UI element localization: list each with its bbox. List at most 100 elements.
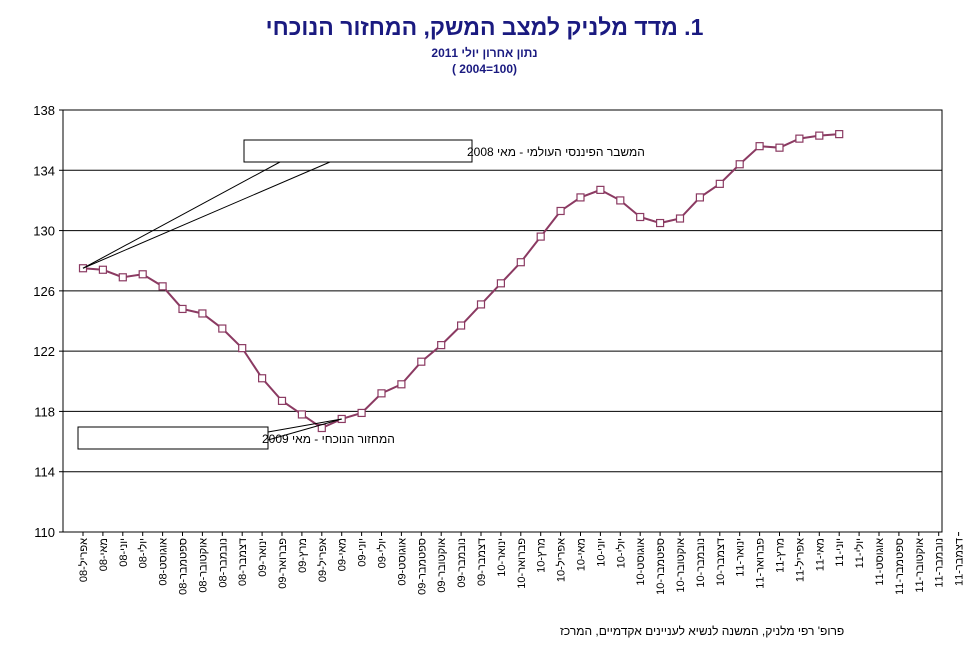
- x-tick-label: אפריל-09: [316, 538, 329, 582]
- data-point: [496, 279, 505, 288]
- y-tick-label: 130: [33, 224, 55, 239]
- chart-footer-credit: פרופ' רפי מלניק, המשנה לנשיא לעניינים אק…: [560, 624, 845, 638]
- x-tick-label: דצמבר-10: [715, 538, 727, 586]
- data-point: [457, 321, 466, 330]
- series-line: [82, 133, 840, 430]
- callout-leader: [82, 161, 331, 269]
- plot-area: [62, 109, 943, 533]
- x-tick-label: נובמבר-08: [217, 538, 229, 588]
- x-tick-label: ספטמבר-08: [178, 538, 190, 595]
- x-tick-label: אפריל-11: [793, 538, 806, 582]
- x-tick-label: ינואר-10: [496, 538, 508, 577]
- x-tick-label: ינואר-09: [257, 538, 269, 577]
- callout-box-financial-crisis: [243, 139, 473, 163]
- x-tick-label: אוגוסט-11: [874, 538, 886, 586]
- data-point: [357, 408, 366, 418]
- x-tick-label: יולי-09: [376, 538, 389, 568]
- data-point: [655, 218, 665, 228]
- x-tick-label: אוקטובר-11: [914, 538, 926, 593]
- data-point: [178, 304, 187, 314]
- x-tick-label: יולי-08: [137, 538, 150, 568]
- x-tick-label: מרץ-10: [536, 538, 548, 573]
- data-point: [118, 273, 127, 282]
- x-tick-label: יולי-10: [614, 538, 627, 568]
- x-tick-label: פברואר-11: [755, 538, 767, 589]
- data-point: [576, 193, 585, 202]
- x-tick-label: נובמבר-11: [934, 538, 946, 588]
- data-point: [476, 300, 486, 309]
- data-point: [297, 410, 306, 419]
- callout-label-current-cycle: המחזור הנוכחי - מאי 2009: [262, 432, 395, 446]
- data-point: [815, 131, 824, 140]
- data-point: [397, 380, 406, 389]
- y-tick-label: 110: [34, 525, 55, 540]
- data-point: [695, 193, 705, 202]
- callout-leader: [267, 418, 342, 441]
- callout-leader: [82, 161, 281, 269]
- x-tick-label: פברואר-09: [277, 538, 289, 589]
- x-tick-label: ספטמבר-11: [894, 538, 906, 595]
- y-tick-label: 138: [33, 103, 55, 118]
- x-tick-label: אפריל-10: [555, 538, 568, 582]
- data-point: [138, 270, 147, 279]
- x-tick-label: אוגוסט-09: [396, 538, 408, 586]
- x-tick-label: ספטמבר-09: [416, 538, 428, 595]
- y-tick-label: 114: [34, 465, 55, 480]
- data-point: [536, 232, 545, 241]
- x-tick-label: מרץ-11: [775, 538, 787, 573]
- x-tick-label: מאי-11: [814, 538, 826, 571]
- data-point: [417, 357, 426, 366]
- x-tick-label: אוקטובר-10: [675, 538, 687, 593]
- x-tick-label: אפריל-08: [77, 538, 90, 582]
- x-tick-label: אוגוסט-08: [158, 538, 170, 586]
- data-point: [258, 374, 267, 383]
- data-point: [158, 282, 167, 291]
- x-tick-label: יוני-09: [357, 538, 369, 567]
- x-tick-label: מאי-10: [576, 538, 588, 571]
- data-point: [795, 134, 804, 143]
- callout-label-financial-crisis: המשבר הפיננסי העולמי - מאי 2008: [467, 145, 645, 159]
- data-point: [437, 341, 446, 350]
- x-tick-label: דצמבר-08: [237, 538, 249, 586]
- callout-leader: [267, 418, 342, 433]
- x-tick-label: נובמבר-10: [695, 538, 707, 588]
- data-point: [775, 143, 784, 152]
- y-tick-label: 118: [34, 404, 55, 419]
- chart-title: 1. מדד מלניק למצב המשק, המחזור הנוכחי: [265, 14, 704, 40]
- x-tick-label: יוני-10: [595, 538, 607, 567]
- y-tick-label: 122: [33, 344, 55, 359]
- x-tick-label: דצמבר-09: [476, 538, 488, 586]
- data-point: [238, 344, 247, 353]
- x-tick-label: ינואר-11: [735, 538, 747, 577]
- x-tick-label: פברואר-10: [516, 538, 528, 589]
- data-point: [735, 160, 744, 169]
- x-tick-label: אוקטובר-08: [197, 538, 209, 593]
- x-tick-label: ספטמבר-10: [655, 538, 667, 595]
- data-point: [98, 265, 108, 274]
- x-tick-label: דצמבר-11: [954, 538, 966, 586]
- data-point: [675, 214, 685, 223]
- x-tick-label: מאי-08: [98, 538, 110, 571]
- x-tick-label: יולי-11: [853, 538, 866, 568]
- chart-subtitle-base-year: ( 2004=100): [451, 62, 518, 76]
- x-tick-label: אוגוסט-10: [635, 538, 647, 586]
- data-point: [218, 324, 227, 333]
- x-tick-label: נובמבר-09: [456, 538, 468, 588]
- data-point: [198, 309, 207, 318]
- data-point: [516, 258, 525, 267]
- x-tick-label: מרץ-09: [297, 538, 309, 573]
- x-tick-label: מאי-09: [337, 538, 349, 571]
- data-point: [596, 185, 605, 194]
- data-point: [556, 206, 565, 216]
- data-point: [835, 130, 844, 139]
- x-tick-label: יוני-08: [118, 538, 130, 567]
- data-point: [277, 396, 287, 405]
- data-point: [715, 179, 724, 188]
- callout-box-current-cycle: [77, 426, 269, 450]
- data-point: [755, 142, 764, 151]
- x-tick-label: אוקטובר-09: [436, 538, 448, 593]
- chart-subtitle-last-data: נתון אחרון יולי 2011: [431, 46, 538, 60]
- x-tick-label: יוני-11: [834, 538, 846, 567]
- data-point: [616, 196, 625, 205]
